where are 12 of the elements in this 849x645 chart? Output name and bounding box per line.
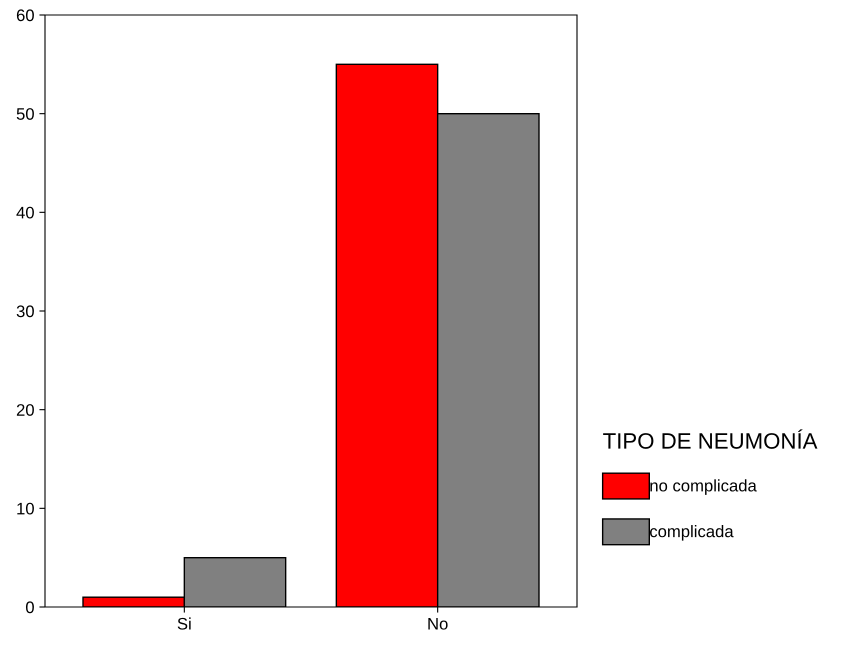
y-tick-label: 10 <box>17 502 34 515</box>
y-tick-label: 60 <box>16 9 34 22</box>
y-tick-label: 50 <box>16 108 34 120</box>
legend-title: TIPO DE NEUMONÍA <box>603 429 818 449</box>
legend-label: complicada <box>650 525 734 541</box>
x-tick-label: Si <box>178 617 191 630</box>
legend-label: no complicada <box>650 479 757 495</box>
y-tick-label: 40 <box>16 206 34 219</box>
x-tick-label: No <box>428 618 448 630</box>
y-tick-label: 20 <box>16 404 34 416</box>
y-tick-label: 0 <box>26 601 34 614</box>
y-tick-label: 30 <box>16 305 34 318</box>
